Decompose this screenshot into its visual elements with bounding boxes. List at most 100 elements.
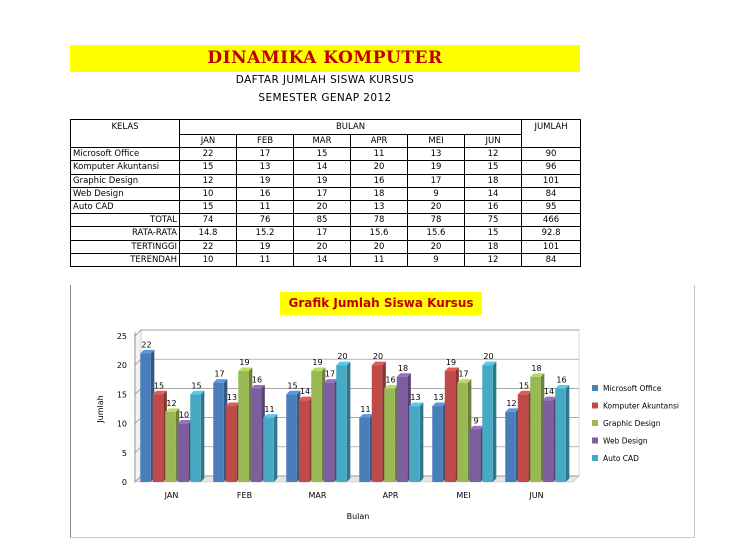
x-tick-label: FEB — [237, 491, 252, 500]
data-label: 20 — [337, 352, 347, 361]
x-tick-label: JAN — [164, 491, 179, 500]
y-tick-label: 20 — [117, 361, 127, 370]
bar-side — [565, 384, 570, 482]
y-tick-label: 0 — [122, 478, 127, 487]
bar-side — [273, 414, 278, 482]
legend-swatch — [592, 420, 598, 426]
bar-top — [482, 361, 497, 366]
bar — [409, 406, 420, 482]
bar-top — [298, 396, 313, 401]
bar — [238, 371, 249, 482]
legend-label: Graphic Design — [603, 419, 661, 428]
y-tick-label: 15 — [117, 390, 127, 399]
data-label: 12 — [166, 399, 176, 408]
x-tick-label: JUN — [528, 491, 543, 500]
chart-title: Grafik Jumlah Siswa Kursus — [288, 296, 474, 310]
y-axis-title: Jumlah — [96, 395, 105, 423]
data-table: KELAS BULAN JUMLAH JAN FEB MAR APR MEI J… — [70, 119, 582, 267]
data-label: 16 — [385, 376, 395, 385]
bar-top — [517, 390, 532, 395]
bar — [298, 400, 310, 482]
x-tick-label: APR — [383, 491, 399, 500]
data-label: 14 — [544, 387, 554, 396]
data-label: 19 — [312, 358, 322, 367]
row-total: 84 — [521, 252, 582, 267]
data-label: 16 — [252, 376, 262, 385]
data-label: 22 — [141, 341, 151, 350]
bar-top — [432, 402, 447, 407]
bar — [263, 417, 274, 482]
bar-side — [200, 390, 205, 482]
bar — [505, 411, 516, 482]
legend-swatch — [592, 385, 598, 391]
y-tick-label: 25 — [117, 332, 127, 341]
data-label: 17 — [214, 370, 224, 379]
data-label: 11 — [360, 405, 370, 414]
bar — [225, 406, 237, 482]
jumlah-header: JUMLAH — [521, 119, 582, 135]
legend-label: Komputer Akuntansi — [603, 402, 679, 411]
gridline — [134, 329, 579, 337]
bar — [177, 423, 189, 482]
data-label: 20 — [483, 352, 493, 361]
bar-top — [336, 361, 351, 366]
summary-row: TOTAL 74 76 85 78 78 75 466 — [70, 213, 582, 228]
cell-value: 11 — [236, 252, 294, 267]
legend-swatch — [592, 455, 598, 461]
table-row: Auto CAD 15 11 20 13 20 16 95 — [70, 199, 582, 215]
data-label: 19 — [446, 358, 456, 367]
data-label: 20 — [373, 352, 383, 361]
cell-value: 12 — [463, 252, 523, 267]
bar — [140, 353, 151, 482]
bar — [336, 365, 347, 482]
data-label: 10 — [179, 411, 189, 420]
data-label: 12 — [506, 399, 516, 408]
bar-side — [419, 402, 424, 482]
bar — [286, 394, 297, 482]
bar — [396, 376, 408, 482]
bar — [371, 365, 383, 482]
bar-top — [286, 390, 301, 395]
data-label: 16 — [556, 376, 566, 385]
bar-top — [152, 390, 167, 395]
legend-label: Web Design — [603, 437, 648, 446]
data-label: 13 — [410, 393, 420, 402]
bar — [457, 382, 468, 482]
bar-top — [263, 414, 278, 418]
bar — [250, 388, 262, 482]
x-tick-label: MEI — [456, 491, 470, 500]
page-title: DINAMIKA KOMPUTER — [207, 48, 443, 68]
y-tick-label: 5 — [122, 449, 127, 458]
bar — [384, 388, 395, 482]
bar-top — [469, 425, 484, 430]
data-label: 9 — [473, 416, 478, 425]
bar — [152, 394, 164, 482]
bar-top — [384, 384, 399, 389]
bar-top — [371, 361, 386, 366]
bar — [444, 371, 456, 482]
x-tick-label: MAR — [309, 491, 327, 500]
subtitle-semester: SEMESTER GENAP 2012 — [258, 92, 392, 104]
bar-top — [396, 373, 411, 377]
bar-top — [359, 414, 374, 418]
bar — [530, 376, 541, 482]
data-label: 11 — [264, 405, 274, 414]
bar-top — [238, 367, 253, 372]
bar — [323, 382, 335, 482]
chart-side-wall — [134, 329, 142, 483]
table-row: Graphic Design 12 19 19 16 17 18 101 — [70, 173, 582, 188]
summary-row: TERENDAH 10 11 14 11 9 12 84 — [70, 252, 582, 267]
bar-side — [346, 361, 351, 482]
bar-side — [492, 361, 497, 482]
legend-swatch — [592, 437, 598, 444]
y-tick-label: 10 — [117, 420, 127, 429]
bar — [517, 394, 529, 482]
legend-label: Microsoft Office — [603, 384, 662, 393]
bar-top — [323, 379, 338, 383]
data-label: 15 — [154, 381, 164, 390]
bar-top — [213, 379, 228, 383]
data-label: 15 — [519, 381, 529, 390]
bar-top — [225, 402, 240, 407]
bar-top — [457, 379, 472, 383]
data-label: 17 — [325, 370, 335, 379]
